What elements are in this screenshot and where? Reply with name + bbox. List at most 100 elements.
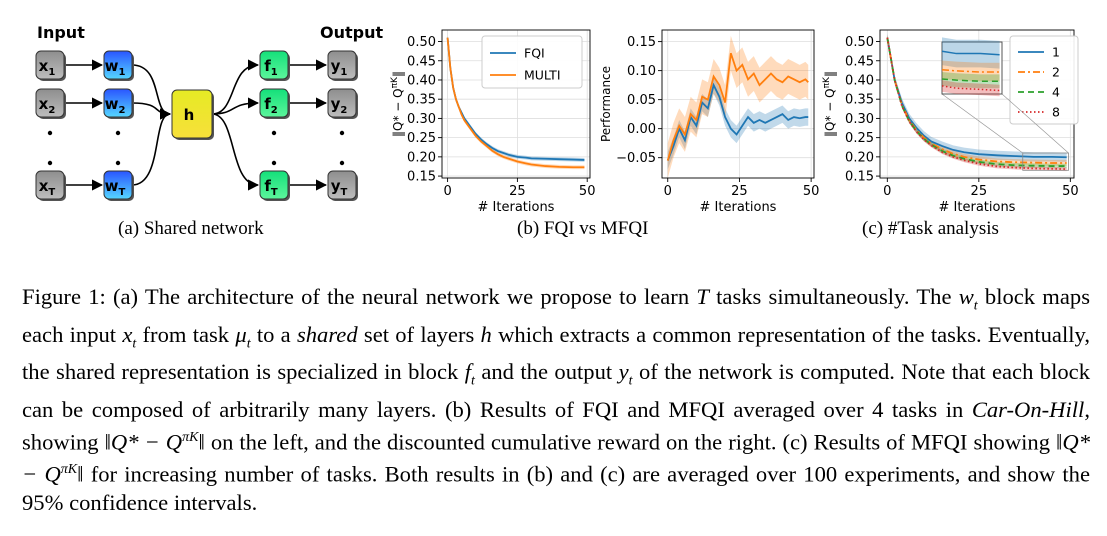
- ytick-label-0: −0.05: [616, 151, 656, 166]
- x-node-3: xT: [35, 170, 66, 201]
- legend: FQI MULTI: [481, 35, 583, 89]
- w-node-1-box: [103, 50, 133, 80]
- inset-line-8: [941, 85, 1000, 92]
- plot-frame: [441, 29, 591, 179]
- ellipsis-dot-1-1: [115, 160, 121, 166]
- zoom-connector-right: [1001, 93, 1069, 154]
- edge-h-f-3: [211, 113, 260, 191]
- xtick-label-1: 25: [731, 184, 748, 199]
- x-node-1: x1: [35, 50, 66, 81]
- ytick-label-1: 0.00: [627, 122, 656, 137]
- zoom-inset-frame: [941, 41, 1003, 95]
- ytick-label-0: 0.15: [407, 170, 436, 185]
- xtick-label-2: 50: [1062, 184, 1079, 199]
- network-nodes: x1 w1 f1 y1 x2 w2 f2 y2 xT wT fT yT h: [35, 50, 358, 201]
- ellipsis-dot-2-1: [271, 160, 277, 166]
- x-node-2: x2: [35, 88, 66, 119]
- series-line-FQI: [666, 82, 809, 161]
- y-node-3-box: [327, 170, 357, 200]
- ytick-label-0: 0.15: [845, 170, 874, 185]
- ytick-label-1: 0.20: [407, 150, 436, 165]
- edge-h-f-2: [211, 97, 260, 115]
- y-axis-label: ‖Q* − QπK‖: [822, 71, 837, 137]
- ytick-label-3: 0.30: [845, 112, 874, 127]
- legend-label-2: 2: [1052, 65, 1060, 80]
- ytick-label-1: 0.20: [845, 150, 874, 165]
- band-0: [667, 76, 809, 170]
- series-line-2: [886, 37, 1067, 164]
- ytick-label-7: 0.50: [845, 35, 874, 50]
- chart-fqi-vs-multi-norm: 0 25 50 0.15 0.20 0.25 0.30 0.35 0.40 0.45 0.50 # I…: [390, 29, 596, 215]
- chart-performance: 0 25 50 −0.05 0.00 0.05 0.10 0.15 # Iterations Pe…: [599, 29, 820, 215]
- zoom-connector-left: [941, 93, 1023, 154]
- y-axis-label: Performance: [599, 66, 613, 142]
- ellipsis-dot-0-1: [47, 160, 53, 166]
- band-1: [667, 35, 809, 178]
- x-node-2-box: [35, 88, 65, 118]
- legend-label-FQI: FQI: [524, 46, 545, 61]
- xtick-label-1: 25: [509, 184, 526, 199]
- legend-label-8: 8: [1052, 105, 1060, 120]
- y-axis-label: ‖Q* − QπK‖: [390, 71, 405, 137]
- f-node-3: fT: [259, 170, 290, 201]
- chart-task-analysis: 0 25 50 0.15 0.20 0.25 0.30 0.35 0.40 0.45 0.50 # I…: [822, 29, 1079, 215]
- ellipsis-dot-3-0: [339, 130, 345, 136]
- y-node-1: y1: [327, 50, 358, 81]
- ytick-label-5: 0.40: [845, 73, 874, 88]
- ellipsis-dot-0-0: [47, 130, 53, 136]
- ytick-label-5: 0.40: [407, 73, 436, 88]
- f-node-1-box: [259, 50, 289, 80]
- y-node-2: y2: [327, 88, 358, 119]
- ytick-label-2: 0.05: [627, 93, 656, 108]
- xtick-label-0: 0: [883, 184, 891, 199]
- f-node-1: f1: [259, 50, 290, 81]
- ytick-label-6: 0.45: [407, 54, 436, 69]
- f-node-2: f2: [259, 88, 290, 119]
- xtick-label-2: 50: [803, 184, 820, 199]
- inset-band-2: [942, 60, 1000, 82]
- plot-frame: [661, 29, 815, 179]
- edge-w-h-3: [131, 108, 172, 186]
- shared-network-diagram: Input Output x1 w1 f1 y1 x2 w2 f2 y2 xT wT fT yT h: [35, 23, 383, 201]
- network-edges: [64, 59, 328, 191]
- f-node-3-box: [259, 170, 289, 200]
- xtick-label-0: 0: [664, 184, 672, 199]
- subcaption-c: (c) #Task analysis: [862, 218, 999, 239]
- y-node-3: yT: [327, 170, 358, 201]
- inset-line-1: [941, 50, 1000, 56]
- y-node-2-box: [327, 88, 357, 118]
- legend-label-MULTI: MULTI: [524, 68, 561, 83]
- f-node-2-box: [259, 88, 289, 118]
- ellipsis-dot-1-0: [115, 130, 121, 136]
- x-node-1-box: [35, 50, 65, 80]
- legend-label-4: 4: [1052, 85, 1060, 100]
- inset-band-4: [942, 72, 1000, 89]
- w-node-3-box: [103, 170, 133, 200]
- series-line-8: [886, 37, 1067, 171]
- ytick-label-4: 0.35: [845, 93, 874, 108]
- figure-caption: Figure 1: (a) The architecture of the ne…: [22, 284, 1091, 515]
- x-node-3-box: [35, 170, 65, 200]
- y-node-1-box: [327, 50, 357, 80]
- zoom-region: [1022, 152, 1069, 171]
- ytick-label-3: 0.10: [627, 64, 656, 79]
- xtick-label-0: 0: [443, 184, 451, 199]
- ytick-label-4: 0.15: [627, 35, 656, 50]
- ytick-label-3: 0.30: [407, 112, 436, 127]
- xtick-label-2: 50: [579, 184, 596, 199]
- subcaption-a: (a) Shared network: [118, 218, 264, 239]
- legend: 1 2 4 8: [1009, 35, 1079, 125]
- legend-label-1: 1: [1052, 45, 1060, 60]
- input-label: Input: [37, 23, 85, 42]
- edge-w-h-1: [131, 64, 172, 120]
- ytick-label-2: 0.25: [407, 131, 436, 146]
- x-axis-label: # Iterations: [478, 200, 555, 215]
- series-line-MULTI: [666, 52, 809, 161]
- w-node-2: w2: [103, 88, 134, 119]
- w-node-1: w1: [103, 50, 134, 81]
- edge-h-f-1: [211, 59, 260, 115]
- ellipsis-dot-3-1: [339, 160, 345, 166]
- w-node-2-box: [103, 88, 133, 118]
- ytick-label-2: 0.25: [845, 131, 874, 146]
